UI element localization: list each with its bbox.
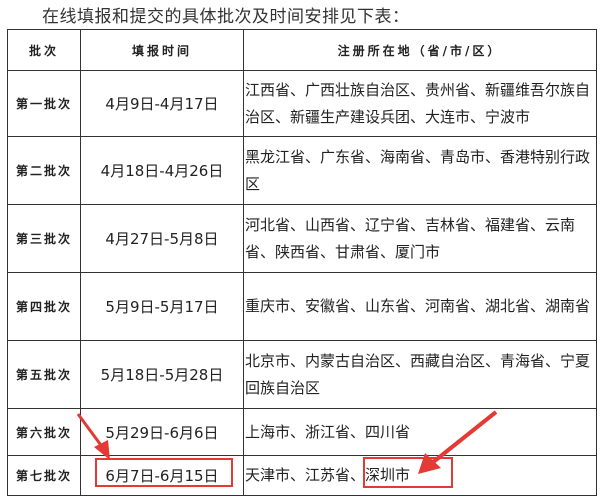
table-row: 第二批次 4月18日-4月26日 黑龙江省、广东省、海南省、青岛市、香港特别行政区	[7, 136, 597, 205]
highlight-box-shenzhen	[363, 457, 453, 488]
batch-cell: 第六批次	[7, 408, 81, 456]
batch-schedule-table: 批次 填报时间 注册所在地（省/市/区） 第一批次 4月9日-4月17日 江西省、广…	[7, 29, 597, 496]
header-time: 填报时间	[80, 29, 244, 71]
time-cell: 5月9日-5月17日	[80, 272, 244, 341]
table-row: 第四批次 5月9日-5月17日 重庆市、安徽省、山东省、河南省、湖北省、湖南省	[7, 272, 597, 341]
table-row: 第三批次 4月27日-5月8日 河北省、山西省、辽宁省、吉林省、福建省、云南省、陕西…	[7, 204, 597, 273]
batch-cell: 第一批次	[7, 70, 81, 137]
header-region: 注册所在地（省/市/区）	[243, 29, 597, 71]
table-header-row: 批次 填报时间 注册所在地（省/市/区）	[7, 29, 597, 71]
batch-cell: 第七批次	[7, 455, 81, 496]
table-row: 第一批次 4月9日-4月17日 江西省、广西壮族自治区、贵州省、新疆维吾尔族自治区、…	[7, 70, 597, 137]
table-row: 第七批次 6月7日-6月15日 天津市、江苏省、深圳市	[7, 455, 597, 496]
region-cell: 黑龙江省、广东省、海南省、青岛市、香港特别行政区	[243, 136, 597, 205]
region-cell: 江西省、广西壮族自治区、贵州省、新疆维吾尔族自治区、新疆生产建设兵团、大连市、宁…	[243, 70, 597, 137]
arrow-left-icon	[76, 413, 110, 460]
region-cell: 河北省、山西省、辽宁省、吉林省、福建省、云南省、陕西省、甘肃省、厦门市	[243, 204, 597, 273]
header-batch: 批次	[7, 29, 81, 71]
arrow-right-icon	[418, 410, 498, 474]
highlight-box-time	[95, 458, 233, 487]
region-cell: 重庆市、安徽省、山东省、河南省、湖北省、湖南省	[243, 272, 597, 341]
batch-cell: 第四批次	[7, 272, 81, 341]
intro-text: 在线填报和提交的具体批次及时间安排见下表：	[42, 7, 410, 27]
batch-cell: 第二批次	[7, 136, 81, 205]
time-cell: 4月9日-4月17日	[80, 70, 244, 137]
region-cell: 天津市、江苏省、深圳市	[243, 455, 597, 496]
time-cell: 4月18日-4月26日	[80, 136, 244, 205]
batch-cell: 第五批次	[7, 340, 81, 409]
table-row: 第五批次 5月18日-5月28日 北京市、内蒙古自治区、西藏自治区、青海省、宁夏回族…	[7, 340, 597, 409]
time-cell: 4月27日-5月8日	[80, 204, 244, 273]
batch-cell: 第三批次	[7, 204, 81, 273]
